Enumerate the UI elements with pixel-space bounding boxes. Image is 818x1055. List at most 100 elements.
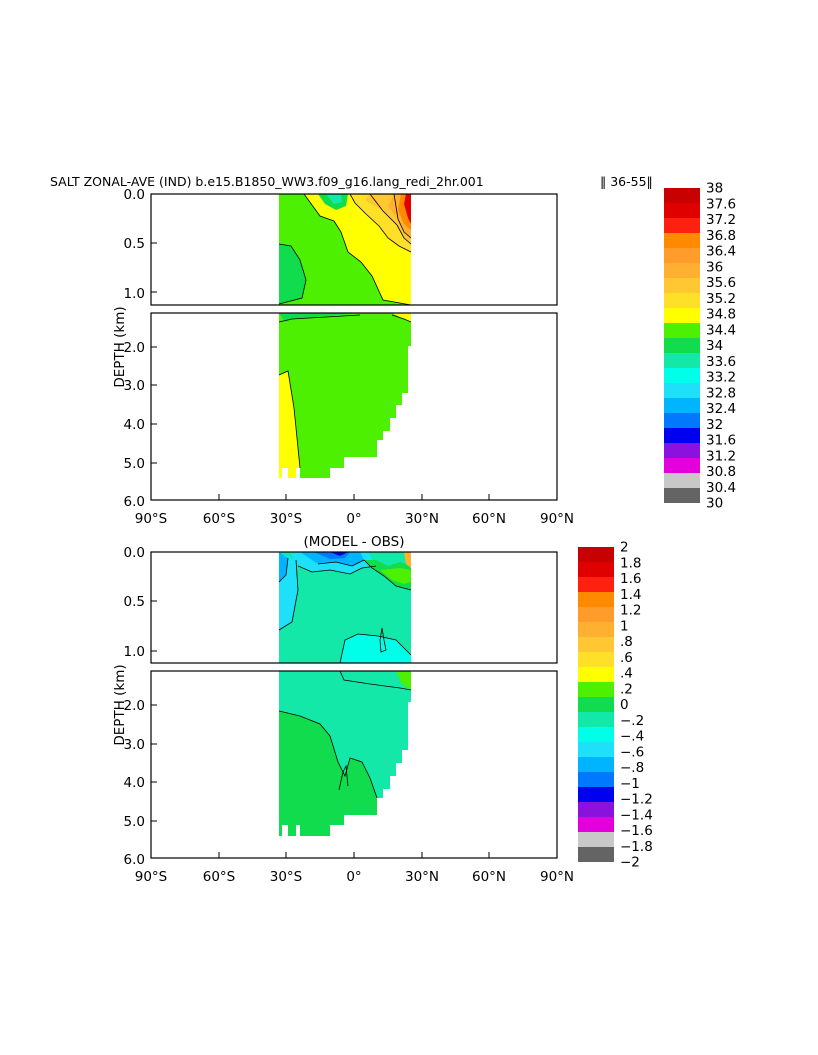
colorbar-swatch [578, 667, 614, 682]
colorbar-swatch [664, 443, 700, 458]
colorbar-label: −.4 [620, 729, 644, 745]
colorbar-swatch [664, 353, 700, 368]
colorbar-swatch [578, 622, 614, 637]
colorbar-label: .4 [620, 666, 633, 682]
colorbar-label: 34.4 [706, 322, 736, 338]
colorbar-swatch [664, 323, 700, 338]
colorbar-swatch [664, 203, 700, 218]
colorbar-label: 34 [706, 338, 723, 354]
colorbar-label: −1.6 [620, 823, 653, 839]
colorbar-swatch [664, 488, 700, 503]
difference-panel: (MODEL - OBS) [112, 534, 574, 885]
colorbar-label: −1.2 [620, 792, 653, 808]
salinity-field-upper [279, 194, 411, 305]
colorbar-label: 32 [706, 417, 723, 433]
y-tick-label: 1.0 [124, 286, 145, 302]
colorbar-swatch [578, 772, 614, 787]
colorbar-swatch [578, 712, 614, 727]
colorbar-label: 0 [620, 697, 629, 713]
colorbar-label: 1.6 [620, 571, 641, 587]
x-tick-label: 30°N [405, 511, 439, 527]
colorbar-label: 1 [620, 618, 629, 634]
y-tick-label: 6.0 [124, 852, 145, 868]
colorbar-swatch [664, 233, 700, 248]
difference-field-lower [279, 671, 411, 836]
colorbar-swatch [664, 383, 700, 398]
colorbar-swatch [578, 592, 614, 607]
difference-contours-lower [278, 670, 412, 799]
x-tick-label: 60°N [472, 869, 506, 885]
colorbar-swatch [578, 802, 614, 817]
colorbar-swatch [664, 278, 700, 293]
colorbar-label: 36.8 [706, 228, 736, 244]
colorbar-label: 36 [706, 259, 723, 275]
difference-y-tick-labels: 0.0 0.5 1.0 2.0 3.0 4.0 5.0 6.0 [124, 545, 145, 868]
colorbar-swatch [664, 458, 700, 473]
colorbar-label: 30 [706, 496, 723, 512]
salinity-axes-upper [150, 193, 558, 306]
colorbar-swatch [664, 368, 700, 383]
y-tick-label: 6.0 [124, 494, 145, 510]
colorbar-label: −.2 [620, 713, 644, 729]
colorbar-swatch [664, 263, 700, 278]
x-tick-label: 60°S [203, 869, 236, 885]
x-tick-label: 0° [346, 511, 361, 527]
colorbar-label: 34.8 [706, 307, 736, 323]
y-tick-label: 0.5 [124, 594, 145, 610]
colorbar-label: 30.8 [706, 464, 736, 480]
colorbar-label: 35.6 [706, 275, 736, 291]
difference-colorbar: 21.81.61.41.21.8.6.4.20−.2−.4−.6−.8−1−1.… [578, 540, 653, 871]
salinity-colorbar: 3837.637.236.836.43635.635.234.834.43433… [664, 181, 736, 512]
colorbar-label: 35.2 [706, 291, 736, 307]
x-tick-label: 30°S [270, 511, 303, 527]
colorbar-label: 38 [706, 181, 723, 197]
colorbar-swatch [664, 473, 700, 488]
colorbar-label: −.8 [620, 760, 644, 776]
colorbar-label: −1 [620, 776, 640, 792]
y-tick-label: 5.0 [124, 814, 145, 830]
y-tick-label: 2.0 [124, 340, 145, 356]
colorbar-label: 30.4 [706, 480, 736, 496]
salinity-field-lower [279, 313, 411, 478]
x-tick-label: 30°S [270, 869, 303, 885]
y-tick-label: 4.0 [124, 775, 145, 791]
colorbar-swatch [578, 652, 614, 667]
colorbar-swatch [664, 338, 700, 353]
salinity-contours-upper [278, 193, 412, 306]
salinity-y-tick-labels: 0.0 0.5 1.0 2.0 3.0 4.0 5.0 6.0 [124, 187, 145, 510]
x-tick-label: 60°N [472, 511, 506, 527]
colorbar-label: .8 [620, 634, 633, 650]
colorbar-swatch [664, 293, 700, 308]
colorbar-label: 37.2 [706, 212, 736, 228]
colorbar-label: 33.6 [706, 354, 736, 370]
x-tick-label: 60°S [203, 511, 236, 527]
salinity-contours-lower [278, 314, 412, 469]
colorbar-label: 37.6 [706, 196, 736, 212]
colorbar-label: 32.8 [706, 385, 736, 401]
x-tick-label: 90°S [135, 869, 168, 885]
colorbar-swatch [664, 428, 700, 443]
colorbar-label: 32.4 [706, 401, 736, 417]
colorbar-label: 31.2 [706, 448, 736, 464]
colorbar-swatch [578, 547, 614, 562]
colorbar-swatch [578, 787, 614, 802]
colorbar-label: 36.4 [706, 244, 736, 260]
colorbar-label: 1.2 [620, 603, 641, 619]
x-tick-label: 90°S [135, 511, 168, 527]
salinity-ticks [151, 242, 490, 500]
colorbar-swatch [578, 847, 614, 862]
colorbar-swatch [664, 248, 700, 263]
y-tick-label: 3.0 [124, 737, 145, 753]
y-tick-label: 0.0 [124, 187, 145, 203]
y-tick-label: 2.0 [124, 698, 145, 714]
colorbar-label: −1.8 [620, 839, 653, 855]
difference-axes-upper [150, 551, 558, 664]
colorbar-label: 31.6 [706, 433, 736, 449]
colorbar-label: −1.4 [620, 807, 653, 823]
colorbar-label: 2 [620, 540, 629, 556]
colorbar-swatch [664, 308, 700, 323]
colorbar-label: −.6 [620, 744, 644, 760]
y-tick-label: 4.0 [124, 417, 145, 433]
y-tick-label: 0.0 [124, 545, 145, 561]
